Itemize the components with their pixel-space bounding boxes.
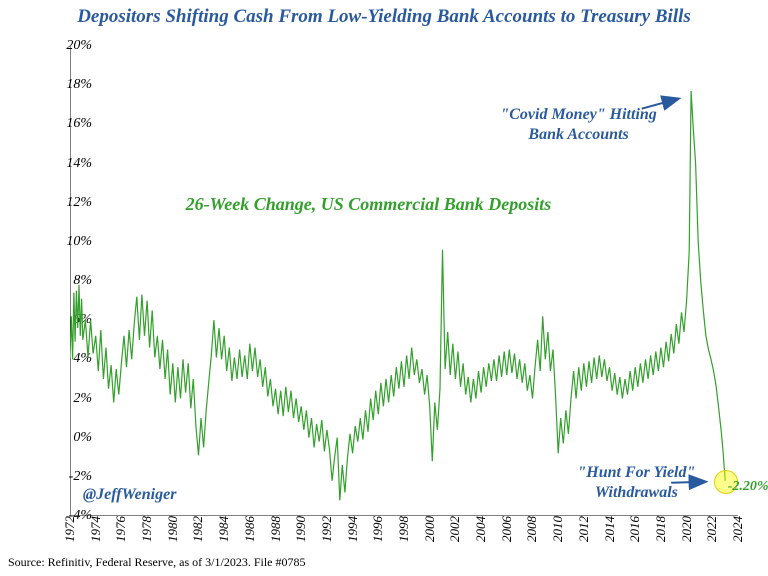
x-tick-label: 1994	[345, 516, 361, 542]
x-tick-label: 2000	[422, 516, 438, 542]
annotation-hunt: "Hunt For Yield" Withdrawals	[577, 463, 695, 503]
x-tick-label: 1984	[216, 516, 232, 542]
x-tick-label: 1986	[242, 516, 258, 542]
annotation-hunt-line2: Withdrawals	[595, 484, 678, 501]
x-tick-label: 2008	[524, 516, 540, 542]
x-tick-label: 2022	[704, 516, 720, 542]
x-tick-label: 1990	[293, 516, 309, 542]
x-tick-label: 2002	[447, 516, 463, 542]
chart-area: 26-Week Change, US Commercial Bank Depos…	[70, 46, 738, 516]
x-tick-label: 1998	[396, 516, 412, 542]
annotation-covid: "Covid Money" Hitting Bank Accounts	[500, 105, 656, 145]
end-value-label: -2.20%	[728, 479, 768, 495]
source-text: Source: Refinitiv, Federal Reserve, as o…	[8, 555, 306, 570]
x-tick-label: 1982	[190, 516, 206, 542]
annotation-covid-line2: Bank Accounts	[528, 126, 628, 143]
x-tick-label: 2012	[576, 516, 592, 542]
x-tick-label: 1974	[88, 516, 104, 542]
x-tick-label: 1992	[319, 516, 335, 542]
x-tick-label: 1976	[113, 516, 129, 542]
x-tick-label: 2004	[473, 516, 489, 542]
x-tick-label: 1972	[62, 516, 78, 542]
series-label: 26-Week Change, US Commercial Bank Depos…	[186, 193, 552, 216]
page-title: Depositors Shifting Cash From Low-Yieldi…	[0, 6, 768, 28]
x-tick-label: 1988	[268, 516, 284, 542]
x-tick-label: 2016	[627, 516, 643, 542]
x-tick-label: 1978	[139, 516, 155, 542]
x-tick-label: 1980	[165, 516, 181, 542]
x-tick-label: 2006	[499, 516, 515, 542]
x-tick-label: 2010	[550, 516, 566, 542]
x-tick-label: 2024	[730, 516, 746, 542]
series-line	[70, 91, 725, 500]
x-tick-label: 2020	[679, 516, 695, 542]
annotation-hunt-line1: "Hunt For Yield"	[577, 464, 695, 481]
annotation-covid-line1: "Covid Money" Hitting	[500, 106, 656, 123]
x-tick-label: 1996	[370, 516, 386, 542]
x-tick-label: 2014	[602, 516, 618, 542]
author-handle: @JeffWeniger	[83, 486, 177, 504]
x-tick-label: 2018	[653, 516, 669, 542]
